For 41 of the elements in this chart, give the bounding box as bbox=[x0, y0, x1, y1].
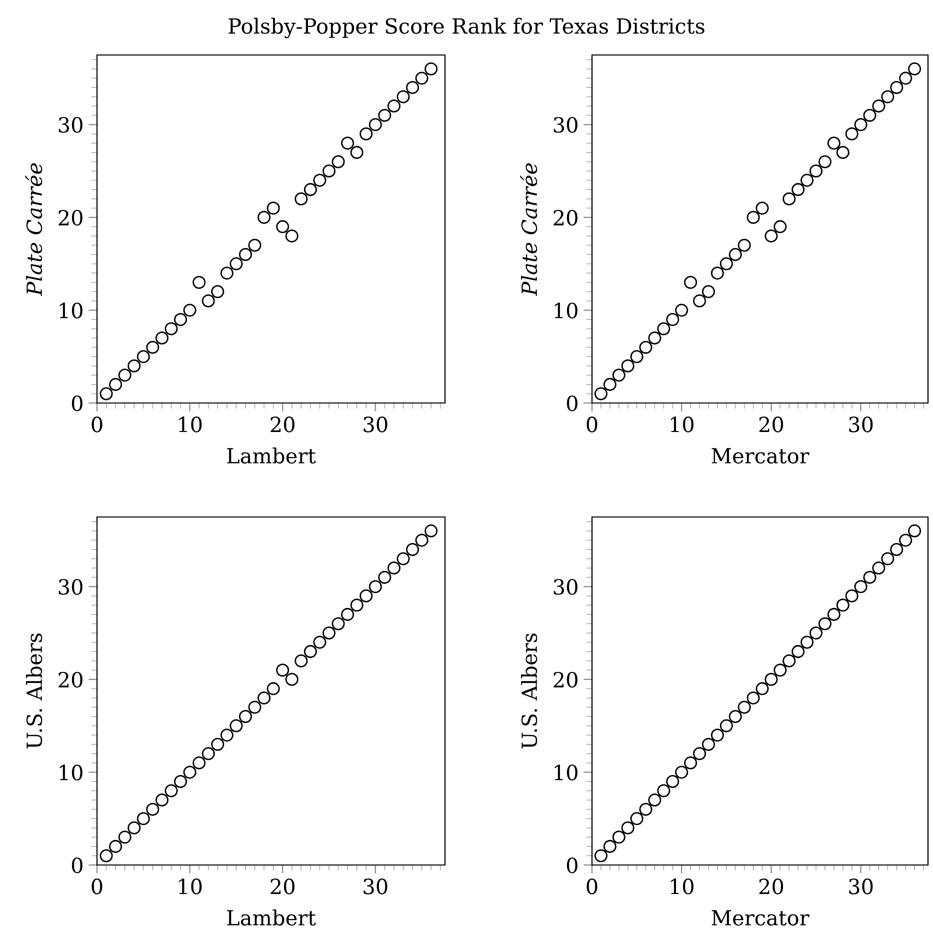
x-axis-title: Lambert bbox=[227, 447, 316, 464]
x-tick-label: 30 bbox=[849, 416, 873, 432]
y-tick-label: 10 bbox=[60, 764, 82, 780]
x-tick-label: 10 bbox=[670, 416, 694, 432]
y-tick-label: 30 bbox=[58, 579, 82, 595]
x-tick-label: 10 bbox=[670, 878, 694, 894]
x-tick-label: 20 bbox=[270, 878, 294, 894]
x-tick-label: 0 bbox=[92, 878, 102, 894]
y-tick-label: 0 bbox=[72, 857, 82, 874]
y-tick-label: 20 bbox=[58, 210, 82, 226]
x-axis-title: Mercator bbox=[712, 910, 810, 926]
x-tick-label: 20 bbox=[759, 416, 784, 432]
x-tick-label: 30 bbox=[364, 878, 388, 894]
x-axis-title: Mercator bbox=[712, 448, 810, 464]
x-tick-label: 20 bbox=[270, 416, 294, 432]
y-axis-title: U.S. Albers bbox=[521, 634, 538, 749]
x-tick-label: 10 bbox=[179, 878, 202, 894]
y-tick-label: 20 bbox=[554, 210, 578, 226]
x-axis-title: Lambert bbox=[227, 909, 316, 926]
y-tick-label: 20 bbox=[554, 672, 578, 688]
y-tick-label: 10 bbox=[554, 764, 578, 780]
x-tick-label: 20 bbox=[759, 878, 784, 894]
y-axis-title: Plate Carrée bbox=[25, 163, 42, 296]
x-tick-label: 0 bbox=[586, 416, 598, 432]
x-tick-label: 30 bbox=[364, 416, 388, 432]
y-tick-label: 0 bbox=[566, 857, 578, 874]
y-tick-label: 10 bbox=[554, 302, 578, 318]
y-tick-label: 30 bbox=[58, 117, 82, 133]
y-tick-label: 0 bbox=[566, 395, 578, 412]
x-tick-label: 0 bbox=[92, 416, 102, 432]
y-tick-label: 0 bbox=[72, 395, 82, 412]
y-tick-label: 10 bbox=[60, 302, 82, 318]
x-tick-label: 30 bbox=[849, 878, 873, 894]
chart-title: Polsby-Popper Score Rank for Texas Districts bbox=[228, 18, 704, 38]
y-tick-label: 20 bbox=[58, 672, 82, 688]
y-tick-label: 30 bbox=[554, 579, 578, 595]
y-axis-title: U.S. Albers bbox=[26, 634, 42, 749]
y-tick-label: 30 bbox=[554, 117, 578, 133]
y-axis-title: Plate Carrée bbox=[520, 163, 538, 296]
x-tick-label: 0 bbox=[586, 878, 598, 894]
x-tick-label: 10 bbox=[179, 416, 202, 432]
